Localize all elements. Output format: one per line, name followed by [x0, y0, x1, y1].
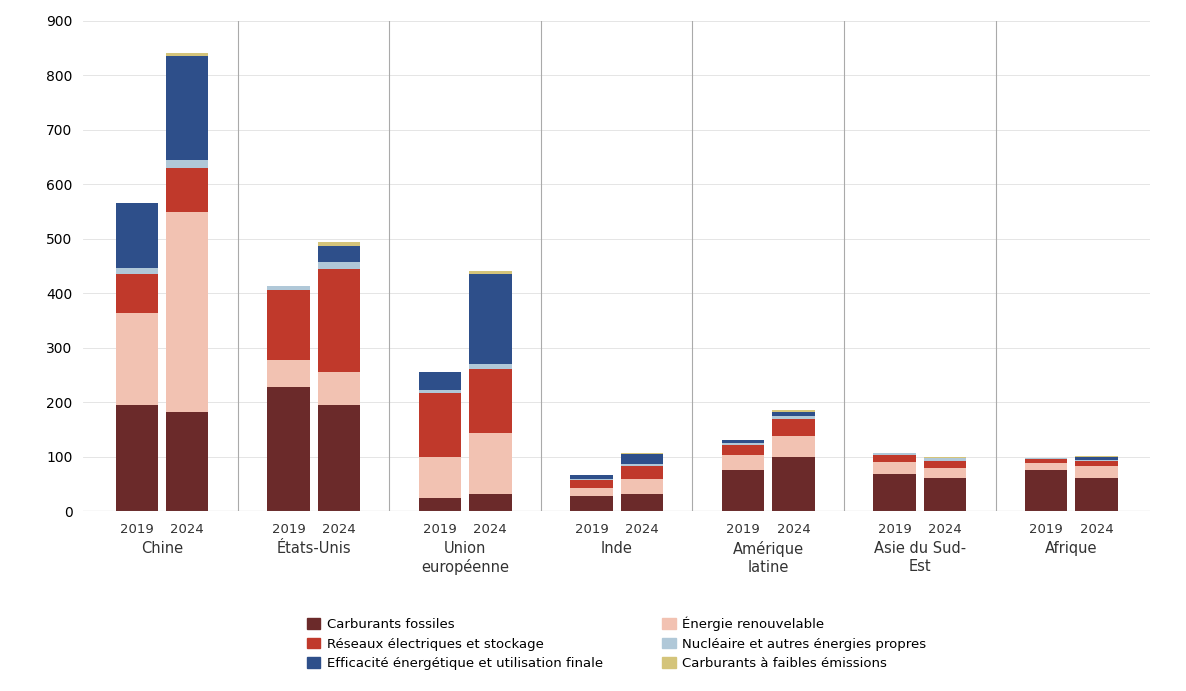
- Bar: [722, 443, 764, 445]
- Bar: [873, 462, 916, 474]
- Text: 2019: 2019: [120, 523, 154, 536]
- Bar: [772, 410, 815, 412]
- Bar: [318, 262, 361, 269]
- Bar: [924, 477, 967, 511]
- Bar: [166, 56, 209, 160]
- Bar: [470, 368, 511, 433]
- Bar: [166, 412, 209, 511]
- Text: États-Unis: États-Unis: [276, 541, 351, 556]
- Bar: [267, 290, 310, 360]
- Bar: [267, 387, 310, 511]
- Bar: [166, 211, 209, 412]
- Bar: [924, 457, 967, 458]
- Bar: [1025, 458, 1067, 459]
- Bar: [318, 372, 361, 405]
- Bar: [166, 168, 209, 211]
- Bar: [1076, 456, 1117, 457]
- Bar: [166, 53, 209, 56]
- Bar: [116, 314, 158, 405]
- Text: 2024: 2024: [625, 523, 658, 536]
- Bar: [470, 272, 511, 274]
- Bar: [772, 417, 815, 419]
- Bar: [570, 479, 613, 480]
- Bar: [318, 246, 361, 262]
- Text: 2024: 2024: [171, 523, 204, 536]
- Bar: [570, 480, 613, 488]
- Text: Amérique
latine: Amérique latine: [733, 541, 804, 575]
- Bar: [166, 160, 209, 168]
- Text: Afrique: Afrique: [1045, 541, 1097, 556]
- Text: 2024: 2024: [929, 523, 962, 536]
- Bar: [1076, 457, 1117, 460]
- Bar: [924, 461, 967, 468]
- Bar: [772, 412, 815, 417]
- Bar: [116, 203, 158, 267]
- Text: 2019: 2019: [1029, 523, 1063, 536]
- Bar: [470, 433, 511, 494]
- Bar: [570, 475, 613, 479]
- Text: 2024: 2024: [777, 523, 810, 536]
- Text: 2024: 2024: [321, 523, 356, 536]
- Bar: [1076, 466, 1117, 477]
- Bar: [419, 498, 461, 511]
- Bar: [318, 405, 361, 511]
- Text: 2019: 2019: [272, 523, 305, 536]
- Bar: [116, 274, 158, 314]
- Text: Chine: Chine: [141, 541, 183, 556]
- Bar: [116, 267, 158, 274]
- Bar: [873, 453, 916, 455]
- Bar: [873, 455, 916, 462]
- Bar: [570, 488, 613, 496]
- Bar: [772, 436, 815, 457]
- Bar: [924, 468, 967, 477]
- Bar: [1076, 460, 1117, 461]
- Bar: [470, 364, 511, 368]
- Bar: [1076, 477, 1117, 511]
- Bar: [267, 360, 310, 387]
- Text: Inde: Inde: [601, 541, 632, 556]
- Bar: [419, 392, 461, 457]
- Text: 2024: 2024: [1079, 523, 1114, 536]
- Bar: [419, 390, 461, 392]
- Bar: [620, 494, 663, 511]
- Bar: [1025, 471, 1067, 511]
- Bar: [620, 454, 663, 464]
- Bar: [722, 455, 764, 471]
- Bar: [1076, 461, 1117, 466]
- Bar: [470, 494, 511, 511]
- Bar: [1025, 464, 1067, 471]
- Text: 2019: 2019: [423, 523, 457, 536]
- Text: 2019: 2019: [575, 523, 608, 536]
- Bar: [772, 457, 815, 511]
- Bar: [470, 274, 511, 364]
- Bar: [267, 285, 310, 290]
- Bar: [620, 479, 663, 494]
- Bar: [722, 445, 764, 455]
- Bar: [873, 474, 916, 511]
- Bar: [722, 440, 764, 443]
- Bar: [620, 466, 663, 479]
- Bar: [1025, 459, 1067, 464]
- Bar: [116, 405, 158, 511]
- Bar: [570, 496, 613, 511]
- Bar: [318, 269, 361, 372]
- Bar: [620, 464, 663, 466]
- Text: Union
européenne: Union européenne: [421, 541, 509, 575]
- Bar: [772, 419, 815, 436]
- Bar: [419, 372, 461, 390]
- Text: Asie du Sud-
Est: Asie du Sud- Est: [874, 541, 965, 574]
- Text: 2019: 2019: [878, 523, 912, 536]
- Bar: [318, 241, 361, 246]
- Bar: [419, 457, 461, 498]
- Bar: [722, 471, 764, 511]
- Text: 2024: 2024: [473, 523, 508, 536]
- Bar: [620, 453, 663, 454]
- Legend: Carburants fossiles, Réseaux électriques et stockage, Efficacité énergétique et : Carburants fossiles, Réseaux électriques…: [302, 611, 931, 676]
- Text: 2019: 2019: [726, 523, 760, 536]
- Bar: [924, 458, 967, 461]
